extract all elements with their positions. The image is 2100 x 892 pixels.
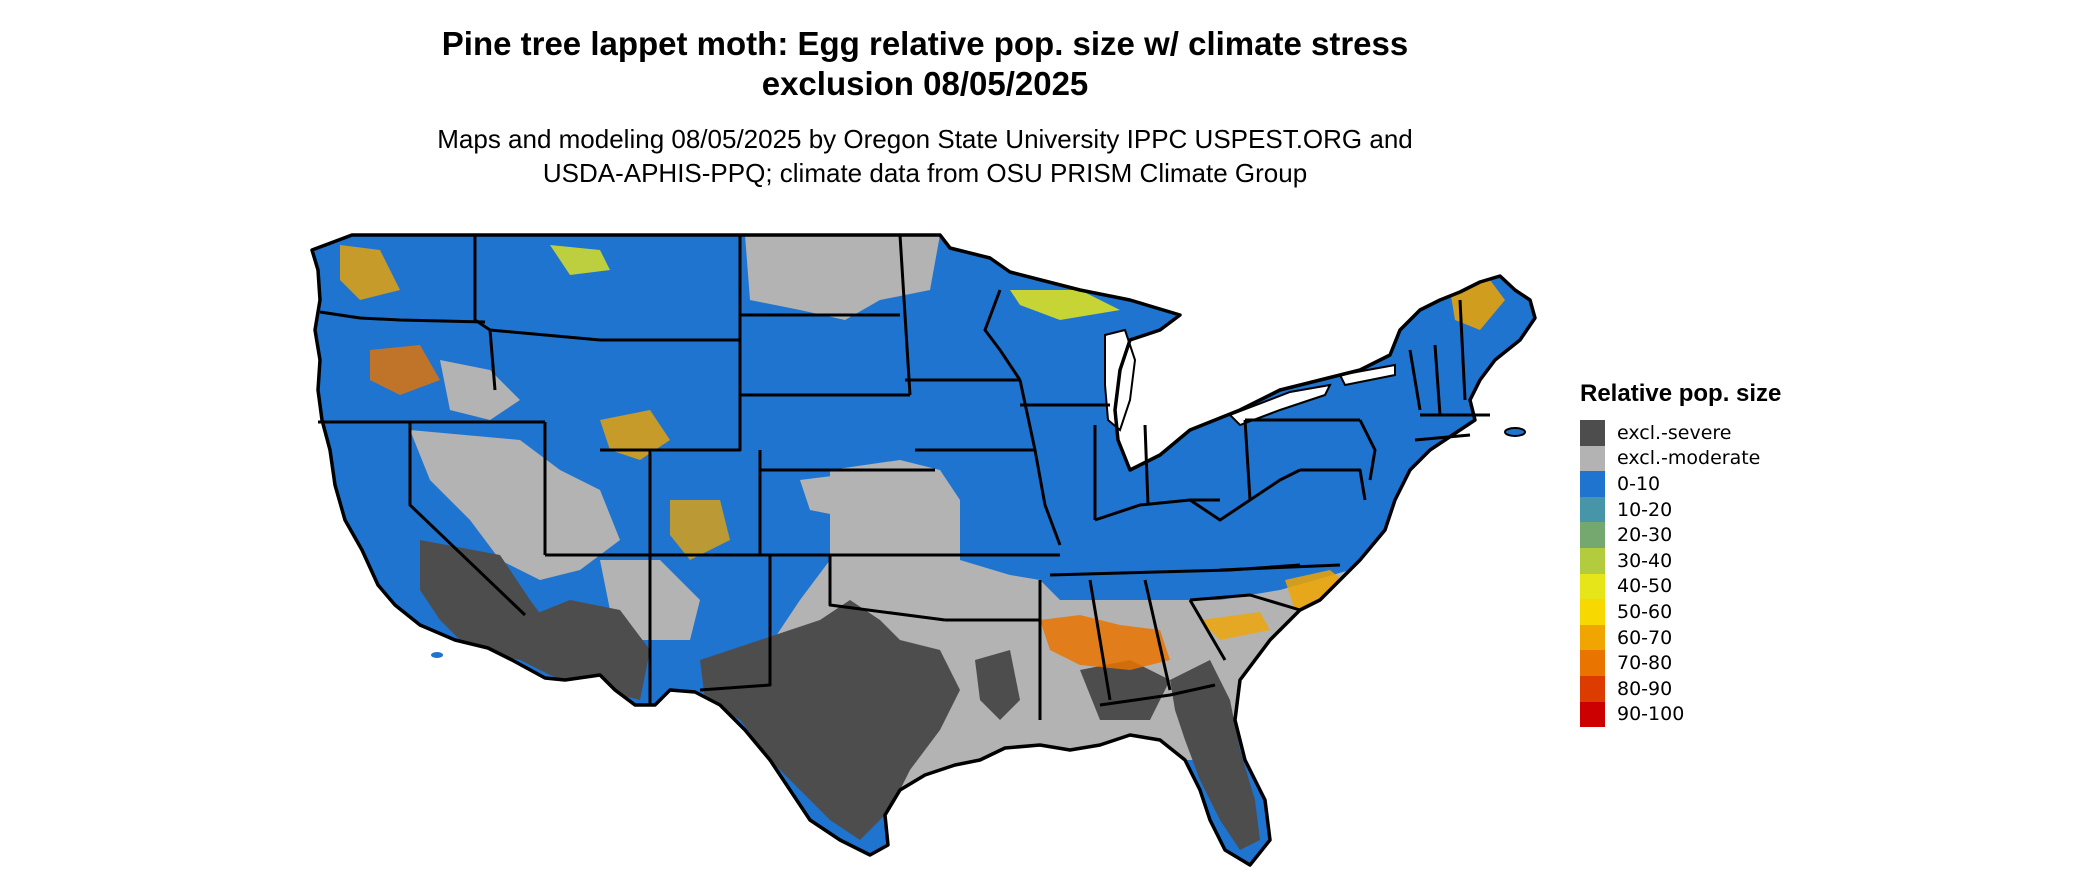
legend-item: excl.-moderate [1580,445,1781,472]
border-ny-vt [1408,349,1422,411]
legend-item: 80-90 [1580,675,1781,702]
border-al-ga [1088,579,1112,701]
legend-item: 0-10 [1580,471,1781,497]
legend-item: 30-40 [1580,547,1781,574]
border-ok-tx [828,555,946,622]
title-line-1: Pine tree lappet moth: Egg relative pop.… [441,25,1409,62]
zone-60-70-gulf-east [1200,612,1270,640]
zone-60-70-northwest [340,245,400,300]
legend-item: 40-50 [1580,573,1781,600]
zone-moderate-great-basin [410,430,620,580]
border-in-oh [1143,424,1150,506]
legend-swatch [1580,547,1605,574]
border-md-de [1300,468,1367,501]
zone-moderate-northwest [440,360,520,420]
legend-label: 70-80 [1617,652,1673,675]
legend-swatch [1580,445,1605,472]
lake-erie [1228,383,1332,427]
border-nj [1358,419,1377,481]
border-vt-nh [1433,344,1442,416]
legend-swatch [1580,701,1605,728]
border-mo-east [1018,379,1062,546]
zone-60-70-rockies [600,410,670,460]
legend-items: excl.-severe excl.-moderate 0-10 10-20 20-30… [1580,420,1781,728]
subtitle-line-1: Maps and modeling 08/05/2025 by Oregon S… [437,124,1413,154]
border-wv [1189,468,1301,522]
border-dakotas-mn [898,234,912,396]
border-oh-pa [1243,419,1252,501]
legend-label: excl.-severe [1617,421,1732,444]
zone-moderate-plains [800,470,900,520]
legend-swatch [1580,599,1605,625]
legend-label: 0-10 [1617,472,1661,495]
border-ca-nv [408,422,527,617]
legend-item: 60-70 [1580,624,1781,651]
legend-swatch [1580,522,1605,548]
border-nh-me [1458,299,1467,401]
border-sc-nc [1189,593,1301,612]
border-ct [1414,433,1471,442]
border-id-west [473,235,497,391]
legend-label: 30-40 [1617,549,1673,572]
legend-label: 90-100 [1617,703,1685,726]
title-line-2: exclusion 08/05/2025 [761,65,1089,102]
legend-swatch [1580,573,1605,600]
us-outline [310,233,1537,867]
border-ga-sc [1188,599,1227,661]
zone-70-80-alabama [1040,615,1170,670]
legend-item: 10-20 [1580,496,1781,523]
legend-swatch [1580,420,1605,446]
legend-label: 20-30 [1617,524,1673,547]
legend-swatch [1580,624,1605,651]
us-map [310,233,1537,867]
border-oh-ky [1094,498,1220,522]
border-fl-north [1099,683,1216,707]
legend-label: 60-70 [1617,626,1673,649]
legend-item: 50-60 [1580,599,1781,625]
legend-title: Relative pop. size [1580,380,1782,407]
legend-swatch [1580,471,1605,497]
state-boundaries [318,234,1490,720]
zone-severe-texas [700,600,960,840]
border-va-nc [1219,563,1341,572]
subtitle-line-2: USDA-APHIS-PPQ; climate data from OSU PR… [542,158,1308,188]
legend-item: 70-80 [1580,650,1781,676]
legend-label: excl.-moderate [1617,447,1761,470]
zone-severe-florida [1170,660,1260,850]
legend-item: 20-30 [1580,522,1781,548]
border-wa-or [319,310,486,324]
legend-label: 80-90 [1617,677,1673,700]
island-channel [431,652,443,658]
border-mn-wi [983,289,1022,381]
map-title: Pine tree lappet moth: Egg relative pop.… [0,24,1850,104]
legend-label: 50-60 [1617,600,1673,623]
legend-item: 90-100 [1580,701,1781,728]
zone-moderate-dakota [745,235,940,320]
zone-severe-louisiana [975,650,1020,720]
legend: Relative pop. size excl.-severe excl.-mod… [1580,380,1782,728]
island-long-island [1504,427,1526,437]
zone-70-80-oregon [370,345,440,395]
legend-item: excl.-severe [1580,420,1781,446]
legend-label: 10-20 [1617,498,1673,521]
border-ga-east [1143,579,1172,691]
zone-40-50-upper-michigan [1010,290,1120,320]
legend-label: 40-50 [1617,575,1673,598]
border-mt-south [489,328,601,342]
legend-swatch [1580,496,1605,523]
zone-60-70-maine [1450,280,1505,330]
zone-60-70-colorado [670,500,730,560]
zone-40-50-montana [550,245,610,275]
lake-ontario [1338,363,1396,387]
map-subtitle: Maps and modeling 08/05/2025 by Oregon S… [0,122,1850,190]
legend-swatch [1580,650,1605,676]
zone-severe-arizona [520,600,650,700]
legend-swatch [1580,675,1605,702]
border-nm-tx [699,553,772,692]
